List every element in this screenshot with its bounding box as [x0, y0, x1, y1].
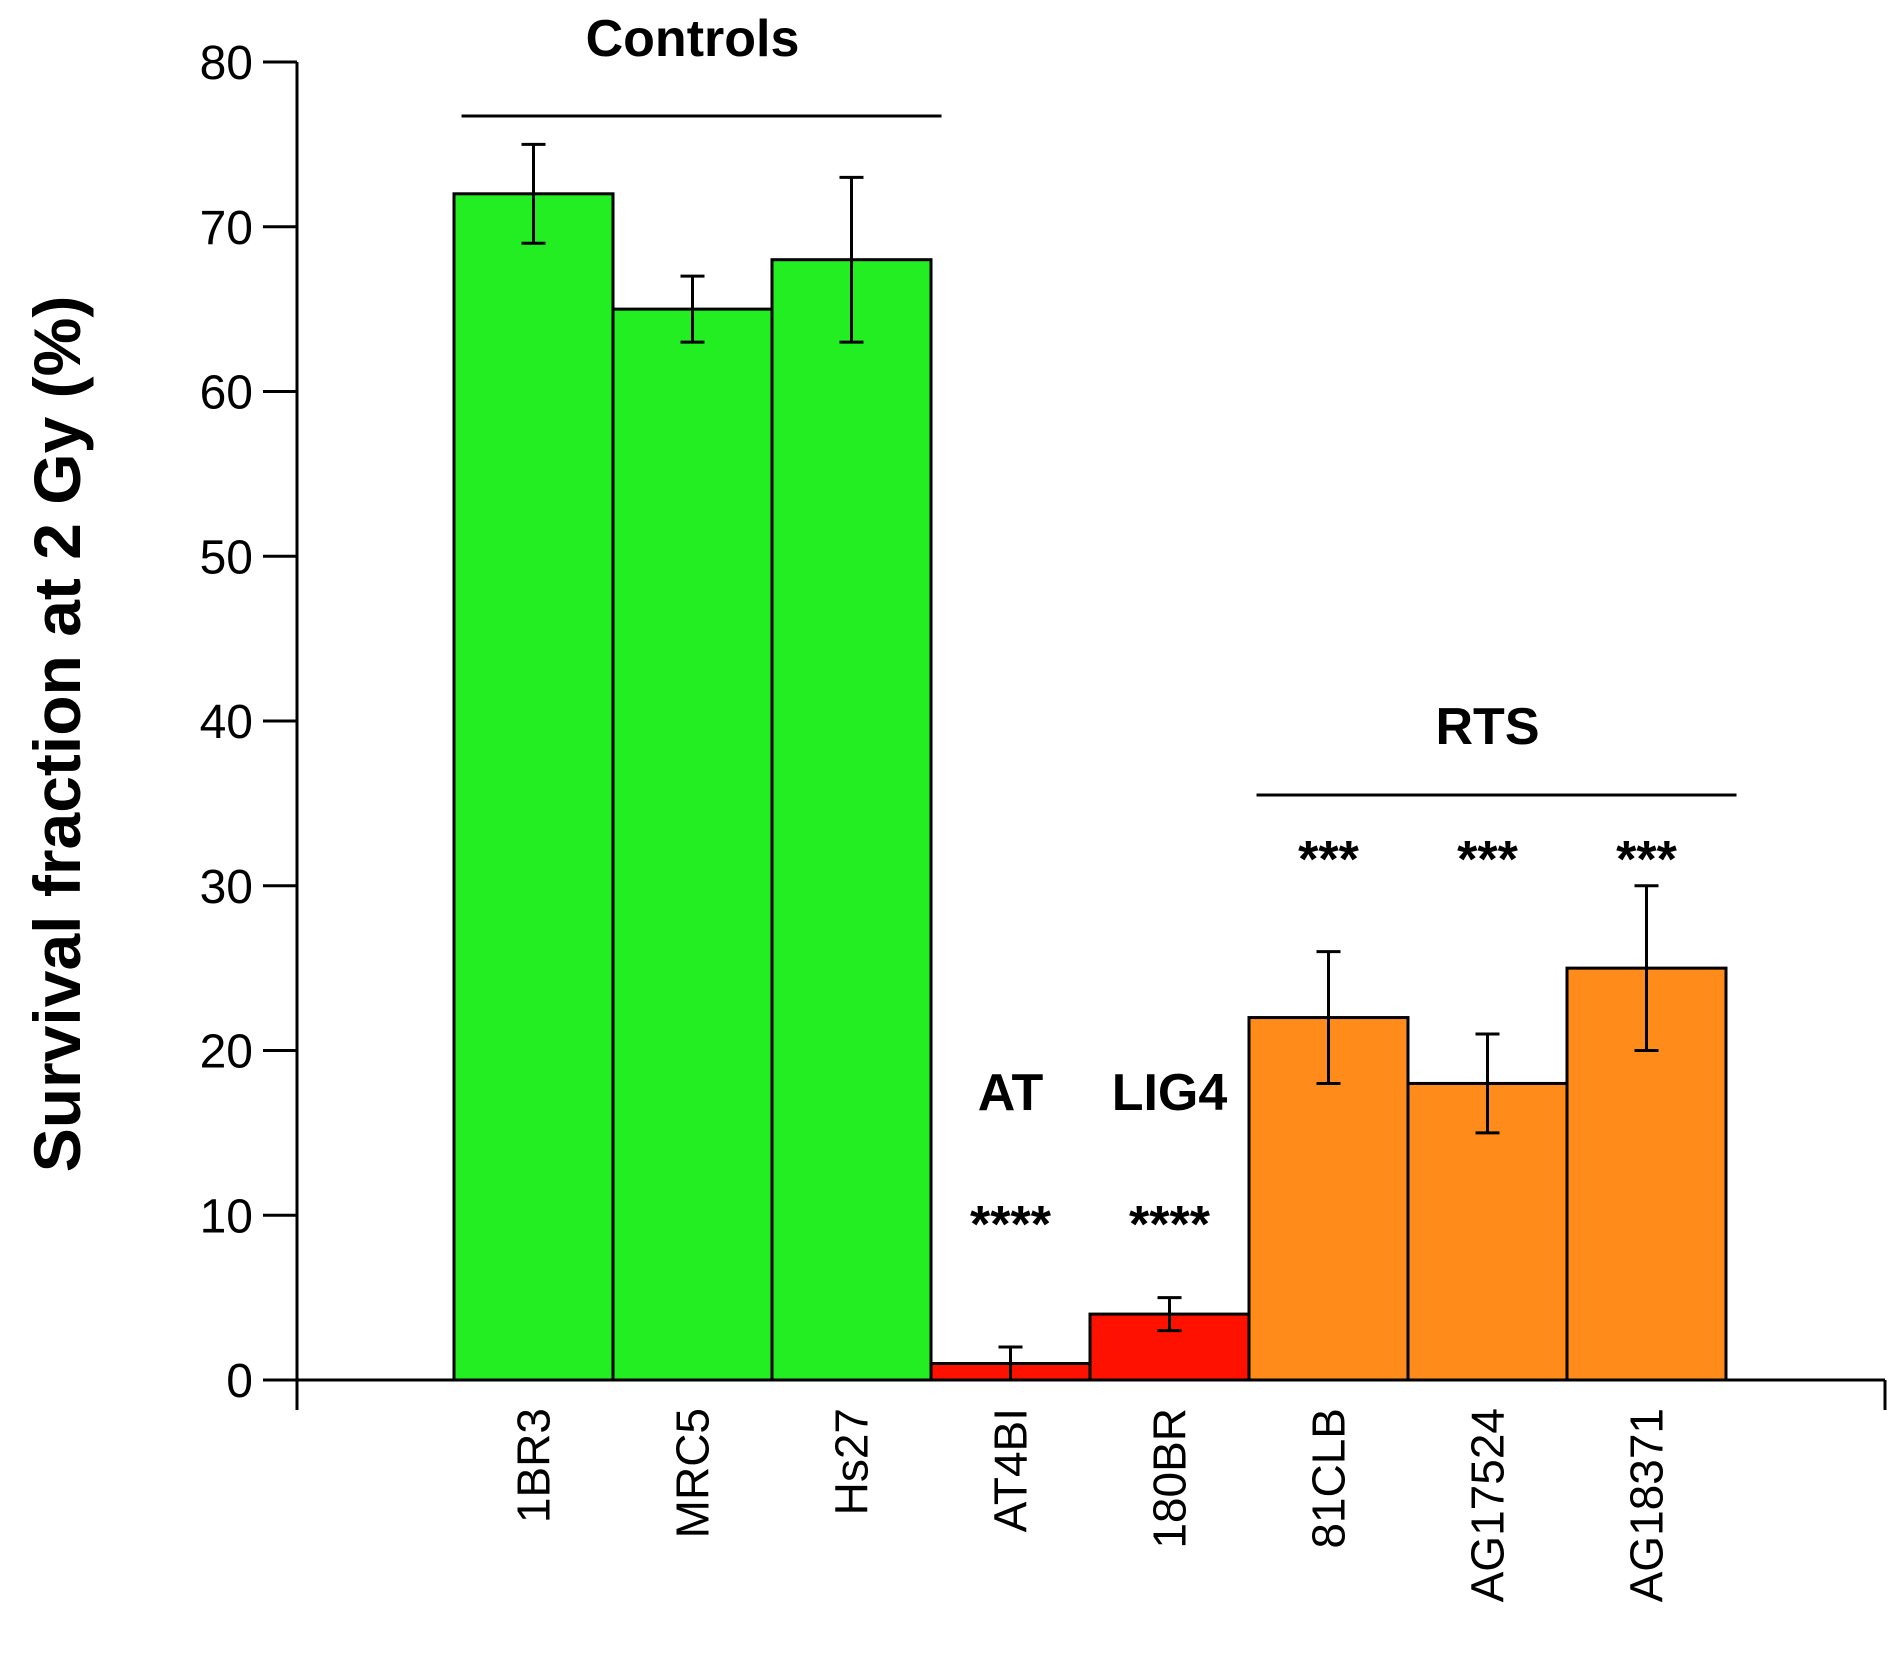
group-label-at: AT: [978, 1064, 1044, 1122]
category-label: AG18371: [1621, 1408, 1673, 1602]
group-label-lig4: LIG4: [1112, 1064, 1228, 1122]
bar-1br3: [452, 192, 615, 1382]
y-tick-label: 30: [200, 861, 253, 914]
significance-label: ****: [1129, 1196, 1211, 1254]
bar-hs27: [770, 258, 933, 1382]
category-label: AG17524: [1462, 1408, 1514, 1602]
bar-mrc5: [611, 307, 774, 1382]
significance-label: ***: [1298, 831, 1359, 889]
category-label: 180BR: [1144, 1408, 1196, 1549]
y-tick-label: 60: [200, 367, 253, 420]
y-tick-label: 50: [200, 531, 253, 584]
y-axis-title: Survival fraction at 2 Gy (%): [20, 296, 94, 1173]
y-tick-label: 20: [200, 1026, 253, 1079]
significance-label: ***: [1616, 831, 1677, 889]
significance-label: ****: [970, 1196, 1052, 1254]
category-label: 1BR3: [508, 1408, 560, 1523]
y-tick-label: 10: [200, 1190, 253, 1243]
y-tick-label: 70: [200, 202, 253, 255]
y-tick-label: 40: [200, 696, 253, 749]
significance-label: ***: [1457, 831, 1518, 889]
y-tick-label: 0: [226, 1355, 253, 1408]
category-label: Hs27: [826, 1408, 878, 1515]
category-label: MRC5: [667, 1408, 719, 1538]
y-tick-label: 80: [200, 37, 253, 90]
category-label: 81CLB: [1303, 1408, 1355, 1549]
category-label: AT4BI: [985, 1408, 1037, 1532]
group-label-controls: Controls: [586, 10, 800, 68]
group-label-rts: RTS: [1436, 698, 1540, 756]
